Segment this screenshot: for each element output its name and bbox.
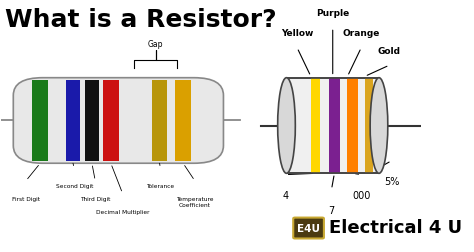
Text: Second Digit: Second Digit [55, 184, 93, 189]
Bar [365, 78, 373, 174]
Text: 4: 4 [283, 190, 289, 200]
Text: What is a Resistor?: What is a Resistor? [5, 8, 276, 32]
Text: Electrical 4 U: Electrical 4 U [328, 218, 462, 236]
Text: Gap: Gap [148, 39, 164, 48]
Text: 5%: 5% [384, 176, 399, 186]
Bar [85, 81, 99, 161]
Text: Decimal Multiplier: Decimal Multiplier [96, 209, 149, 214]
Text: Purple: Purple [316, 9, 349, 18]
FancyBboxPatch shape [293, 218, 324, 239]
Text: Gold: Gold [378, 47, 401, 56]
Bar [66, 81, 80, 161]
Bar [152, 81, 167, 161]
Text: E4U: E4U [297, 223, 320, 233]
Text: 7: 7 [328, 205, 335, 215]
Bar [347, 78, 358, 174]
Text: 000: 000 [352, 190, 371, 200]
Text: Third Digit: Third Digit [80, 196, 110, 201]
Text: Orange: Orange [343, 29, 380, 38]
Bar [103, 81, 119, 161]
Bar [286, 78, 379, 174]
Bar [311, 78, 320, 174]
Ellipse shape [370, 78, 388, 174]
Text: Temperature
Coefficient: Temperature Coefficient [176, 196, 214, 207]
Ellipse shape [278, 78, 295, 174]
Bar [32, 81, 48, 161]
Text: Yellow: Yellow [281, 29, 313, 38]
FancyBboxPatch shape [13, 78, 223, 164]
Text: Tolerance: Tolerance [146, 184, 174, 189]
Bar [328, 78, 340, 174]
Bar [175, 81, 191, 161]
Text: First Digit: First Digit [12, 196, 40, 201]
